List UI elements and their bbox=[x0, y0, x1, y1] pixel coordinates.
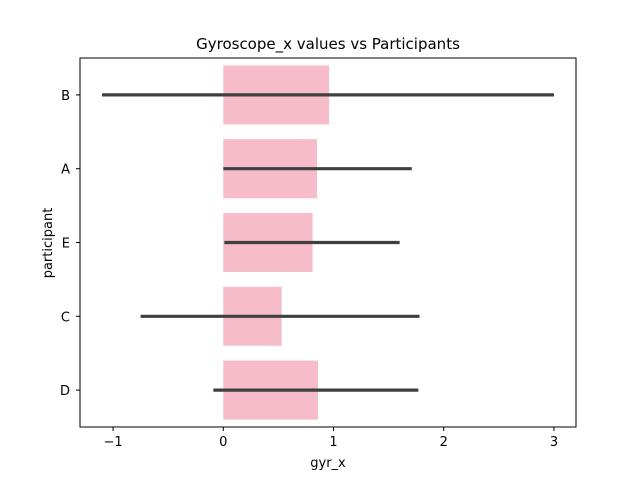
x-tick-label-4: 3 bbox=[550, 435, 558, 450]
y-axis: B A E C D bbox=[60, 89, 80, 399]
x-tick-label-0: −1 bbox=[103, 435, 122, 450]
x-tick-label-1: 0 bbox=[219, 435, 227, 450]
y-tick-label-A: A bbox=[61, 163, 70, 178]
x-tick-label-3: 2 bbox=[440, 435, 448, 450]
x-tick-label-2: 1 bbox=[329, 435, 337, 450]
y-tick-label-B: B bbox=[61, 89, 70, 104]
y-tick-label-C: C bbox=[61, 310, 70, 325]
y-tick-label-E: E bbox=[62, 237, 70, 252]
x-axis: −1 0 1 2 3 bbox=[103, 427, 558, 450]
y-axis-label: participant bbox=[41, 208, 56, 279]
chart-title: Gyroscope_x values vs Participants bbox=[196, 35, 460, 54]
x-axis-label: gyr_x bbox=[310, 456, 346, 471]
y-tick-label-D: D bbox=[60, 384, 70, 399]
plot-area bbox=[102, 65, 554, 420]
